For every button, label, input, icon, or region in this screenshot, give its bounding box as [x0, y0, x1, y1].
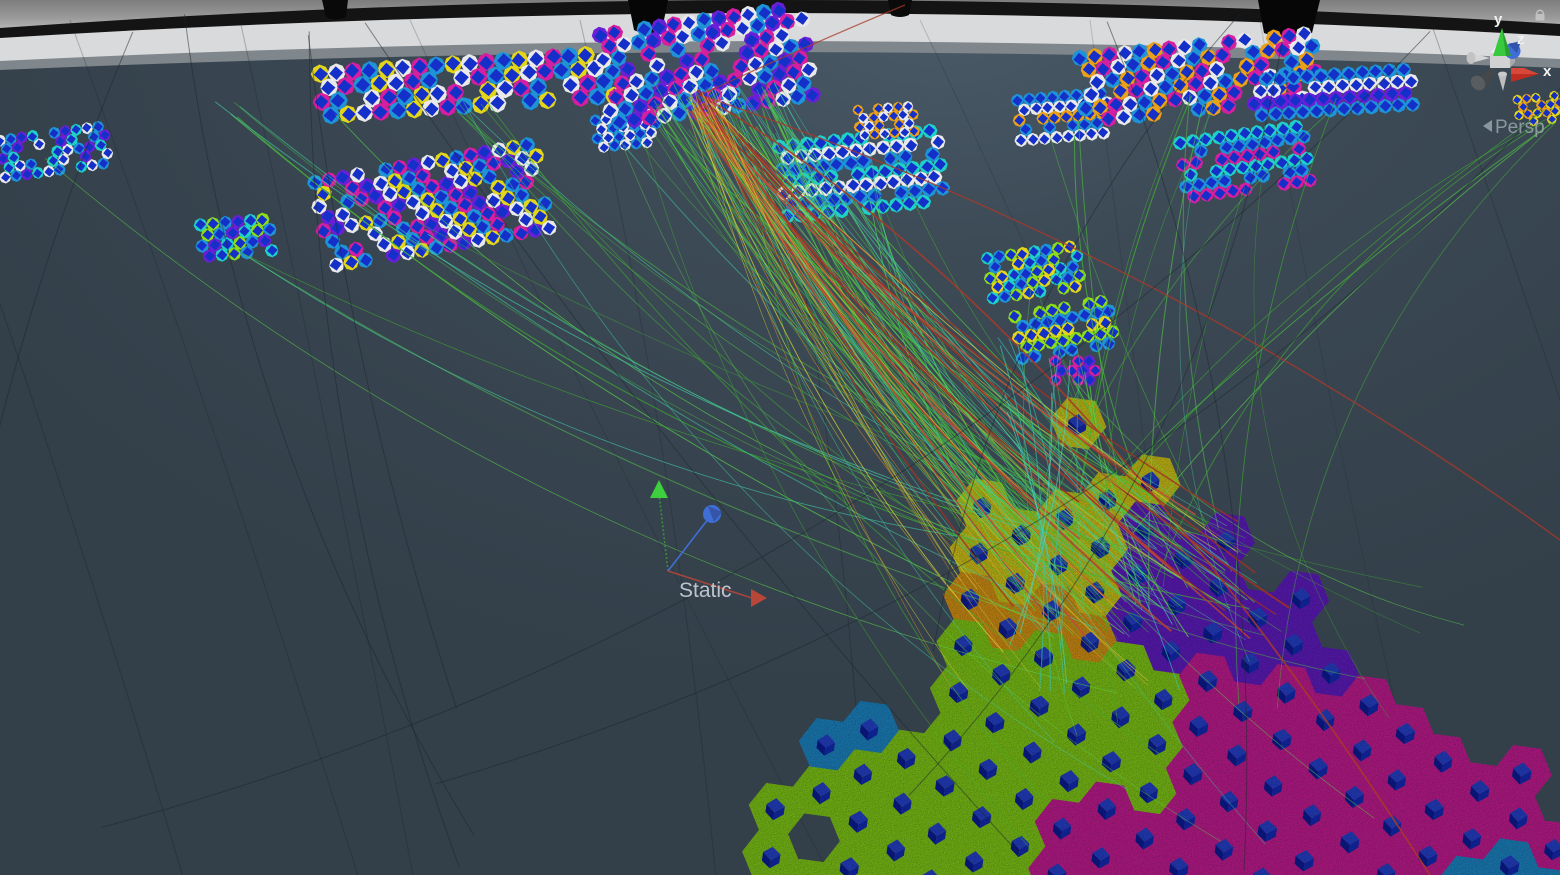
svg-text:x: x — [1543, 63, 1552, 80]
svg-text:z: z — [1517, 31, 1525, 48]
svg-text:y: y — [1494, 11, 1503, 28]
svg-text:Persp: Persp — [1495, 117, 1545, 138]
svg-text:Static: Static — [679, 579, 732, 602]
